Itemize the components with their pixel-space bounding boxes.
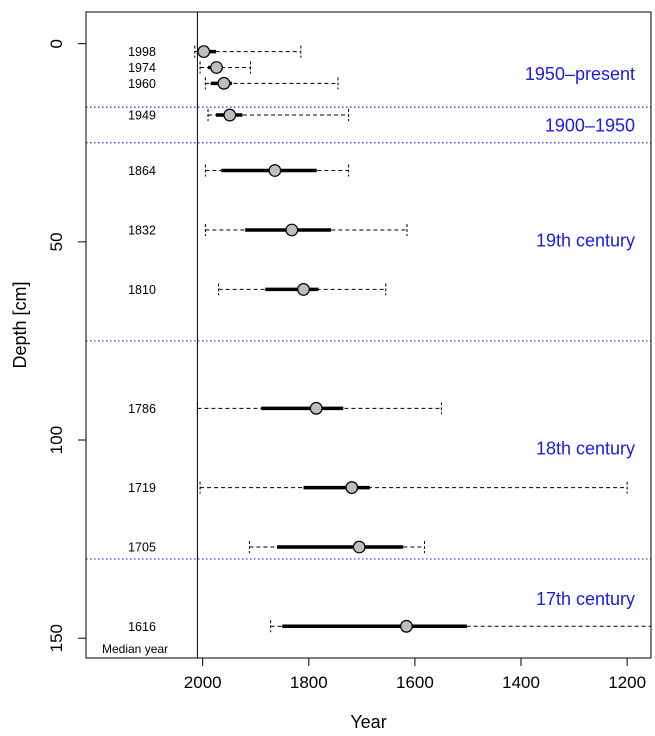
- median-year-label: 1786: [128, 402, 156, 416]
- median-point: [345, 481, 359, 494]
- sample-point-group: 1832: [128, 223, 408, 237]
- median-point: [268, 164, 282, 177]
- median-year-label: 1998: [128, 45, 156, 59]
- sample-point-group: 1960: [128, 76, 339, 91]
- sample-point-group: 1810: [128, 283, 387, 297]
- sample-point-group: 1786: [128, 401, 442, 416]
- period-label: 1950–present: [525, 64, 635, 84]
- y-tick-label: 100: [47, 426, 66, 454]
- median-point: [197, 45, 211, 59]
- x-axis-title: Year: [350, 712, 386, 732]
- x-tick-label: 1800: [290, 673, 328, 692]
- median-point: [309, 401, 323, 415]
- y-tick-label: 150: [47, 624, 66, 652]
- y-tick-label: 50: [47, 232, 66, 251]
- period-boundary-lines: [86, 106, 651, 560]
- sample-point-group: 1949: [128, 108, 350, 123]
- period-label: 1900–1950: [545, 115, 635, 135]
- median-year-label: 1705: [128, 541, 156, 555]
- median-point: [400, 619, 413, 633]
- x-tick-label: 1400: [502, 673, 540, 692]
- median-year-label: 1810: [128, 283, 156, 297]
- period-labels: 1950–present 1900–1950 19th century 18th ce…: [525, 64, 635, 609]
- y-axis: 0 50 100 150: [47, 39, 87, 652]
- median-year-label: 1974: [128, 61, 156, 75]
- y-axis-title: Depth [cm]: [10, 281, 30, 368]
- median-year-label: 1719: [128, 481, 156, 495]
- sample-point-group: 1864: [128, 164, 350, 178]
- median-point: [285, 223, 299, 237]
- x-axis: 2000 1800 1600 1400 1200: [184, 657, 646, 692]
- period-label: 19th century: [536, 230, 635, 250]
- x-tick-label: 1600: [396, 673, 434, 692]
- sample-point-group: 1998: [128, 45, 302, 59]
- median-year-note: Median year: [102, 642, 168, 656]
- median-point: [223, 108, 237, 122]
- sample-point-group: 1974: [128, 61, 251, 75]
- median-point: [352, 540, 366, 554]
- sample-series: 1998 1974 1960 1949 1864 1832 1810 1786 1719 1705…: [128, 45, 652, 634]
- plot-area-frame: [85, 11, 652, 659]
- sample-point-group: 1616: [128, 619, 652, 634]
- x-tick-label: 2000: [184, 673, 222, 692]
- sample-point-group: 1705: [128, 540, 425, 555]
- y-tick-label: 0: [47, 39, 66, 48]
- x-tick-label: 1200: [608, 673, 646, 692]
- median-year-label: 1616: [128, 620, 156, 634]
- median-point: [297, 283, 310, 296]
- period-label: 17th century: [536, 589, 635, 609]
- sample-point-group: 1719: [128, 481, 628, 495]
- median-year-label: 1960: [128, 77, 156, 91]
- median-year-label: 1864: [128, 164, 156, 178]
- median-year-label: 1949: [128, 109, 156, 123]
- period-label: 18th century: [536, 438, 635, 458]
- median-point: [217, 76, 231, 90]
- median-year-label: 1832: [128, 223, 156, 237]
- median-point: [210, 61, 223, 74]
